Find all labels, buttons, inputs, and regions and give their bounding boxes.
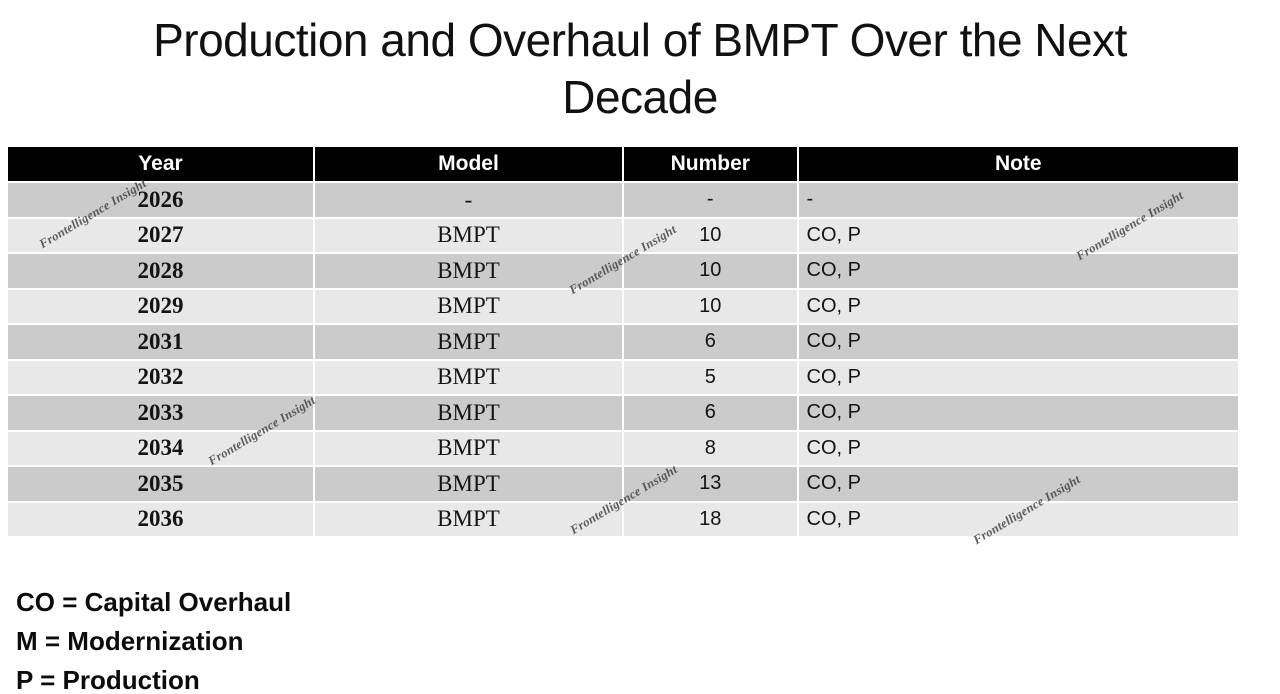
cell-year: 2033	[8, 396, 313, 430]
cell-model: BMPT	[314, 431, 622, 465]
cell-model: BMPT	[314, 467, 622, 501]
legend-line-m: M = Modernization	[16, 626, 244, 656]
cell-number: 10	[623, 218, 797, 252]
cell-model: BMPT	[314, 396, 622, 430]
legend: CO = Capital Overhaul M = Modernization …	[16, 583, 291, 694]
table-row: 2033 BMPT 6 CO, P	[8, 396, 1238, 430]
table-row: 2031 BMPT 6 CO, P	[8, 325, 1238, 359]
cell-number: 10	[623, 254, 797, 288]
table-row: 2028 BMPT 10 CO, P	[8, 254, 1238, 288]
cell-model: BMPT	[314, 360, 622, 394]
cell-model: BMPT	[314, 325, 622, 359]
table-row: 2029 BMPT 10 CO, P	[8, 289, 1238, 323]
legend-line-p: P = Production	[16, 665, 200, 694]
cell-number: 10	[623, 289, 797, 323]
cell-number: -	[623, 183, 797, 217]
table-row: 2035 BMPT 13 CO, P	[8, 467, 1238, 501]
cell-model: BMPT	[314, 502, 622, 536]
cell-number: 6	[623, 396, 797, 430]
cell-note: CO, P	[798, 431, 1238, 465]
column-header-year: Year	[8, 147, 313, 181]
cell-note: CO, P	[798, 289, 1238, 323]
cell-number: 13	[623, 467, 797, 501]
cell-year: 2032	[8, 360, 313, 394]
cell-number: 18	[623, 502, 797, 536]
cell-note: CO, P	[798, 325, 1238, 359]
table-row: 2036 BMPT 18 CO, P	[8, 502, 1238, 536]
table-row: 2026- - -	[8, 183, 1238, 217]
table-header: Year Model Number Note	[8, 147, 1238, 181]
cell-note: CO, P	[798, 254, 1238, 288]
cell-note: CO, P	[798, 467, 1238, 501]
table-row: 2034 BMPT 8 CO, P	[8, 431, 1238, 465]
cell-note: CO, P	[798, 502, 1238, 536]
cell-note: -	[798, 183, 1238, 217]
column-header-model: Model	[314, 147, 622, 181]
legend-line-co: CO = Capital Overhaul	[16, 587, 292, 617]
cell-note: CO, P	[798, 218, 1238, 252]
cell-model: -	[314, 183, 622, 217]
cell-year: 2034	[8, 431, 313, 465]
table-body: 2026- - -2027 BMPT 10 CO, P 2028 BMPT 10 CO, P 202…	[8, 183, 1238, 536]
cell-number: 6	[623, 325, 797, 359]
cell-year: 2035	[8, 467, 313, 501]
cell-year: 2029	[8, 289, 313, 323]
cell-year: 2031	[8, 325, 313, 359]
cell-model: BMPT	[314, 289, 622, 323]
column-header-number: Number	[623, 147, 797, 181]
cell-note: CO, P	[798, 360, 1238, 394]
column-header-note: Note	[798, 147, 1238, 181]
production-table: Year Model Number Note 2026- - -2027 BMPT 10…	[6, 145, 1240, 538]
cell-model: BMPT	[314, 254, 622, 288]
cell-year: 2028	[8, 254, 313, 288]
cell-number: 8	[623, 431, 797, 465]
cell-note: CO, P	[798, 396, 1238, 430]
page-title: Production and Overhaul of BMPT Over the…	[153, 14, 1127, 123]
table-row: 2027 BMPT 10 CO, P	[8, 218, 1238, 252]
cell-year: 2027	[8, 218, 313, 252]
cell-model: BMPT	[314, 218, 622, 252]
cell-year: 2026	[8, 183, 313, 217]
cell-number: 5	[623, 360, 797, 394]
table-row: 2032 BMPT 5 CO, P	[8, 360, 1238, 394]
cell-year: 2036	[8, 502, 313, 536]
